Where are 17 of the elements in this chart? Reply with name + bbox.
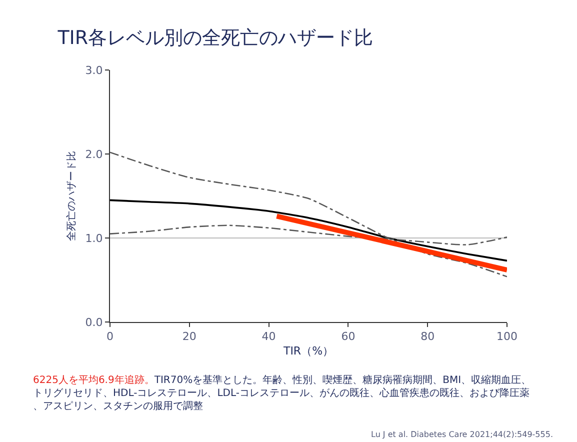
y-tick-label: 1.0 — [85, 232, 103, 245]
y-axis-title: 全死亡のハザード比 — [65, 151, 78, 241]
chart-title: TIR各レベル別の全死亡のハザード比 — [56, 27, 374, 50]
text: Lu J et al. Diabetes Care 2021;44(2):549-555. — [371, 430, 553, 439]
x-tick-label: 20 — [182, 330, 196, 344]
y-tick-label: 3.0 — [85, 64, 103, 77]
y-tick-label: 2.0 — [85, 148, 103, 161]
x-axis-title: TIR（%） — [282, 344, 334, 358]
x-tick-label: 80 — [420, 330, 435, 344]
text: 6225人を平均6.9年追跡。 — [33, 374, 154, 386]
line-series — [110, 199, 507, 262]
line-series — [110, 152, 507, 278]
x-tick-label: 100 — [496, 330, 518, 344]
x-tick-label: 40 — [262, 330, 276, 344]
y-tick-label: 0.0 — [85, 316, 103, 329]
x-tick-label: 0 — [106, 330, 114, 344]
x-tick-label: 60 — [341, 330, 356, 344]
